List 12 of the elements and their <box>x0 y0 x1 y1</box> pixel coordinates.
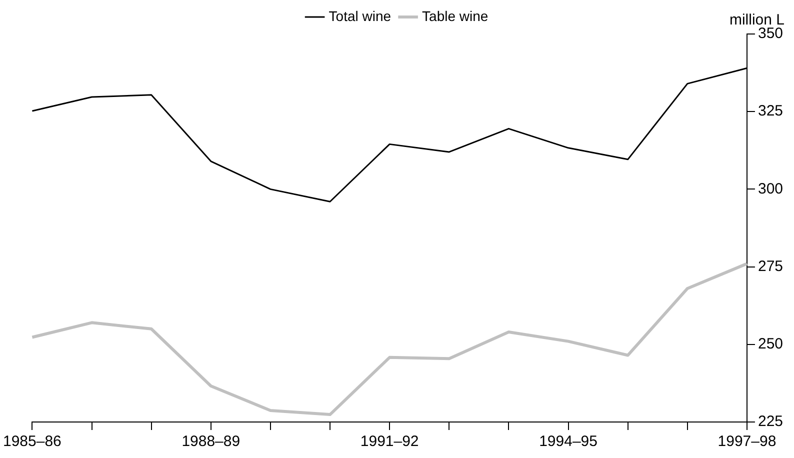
x-tick-label: 1988–89 <box>182 433 240 450</box>
y-tick-label: 250 <box>758 336 784 353</box>
y-tick-label: 300 <box>758 180 784 198</box>
legend-label: Table wine <box>422 8 488 24</box>
x-tick-label: 1994–95 <box>539 433 598 450</box>
legend-label: Total wine <box>328 8 392 24</box>
y-tick-label: 225 <box>758 413 784 430</box>
x-tick-label: 1991–92 <box>360 433 419 450</box>
x-tick-label: 1997–98 <box>718 433 776 450</box>
y-tick-label: 325 <box>758 102 784 120</box>
y-tick-label: 275 <box>758 258 784 275</box>
x-tick-label: 1985–86 <box>2 433 62 450</box>
